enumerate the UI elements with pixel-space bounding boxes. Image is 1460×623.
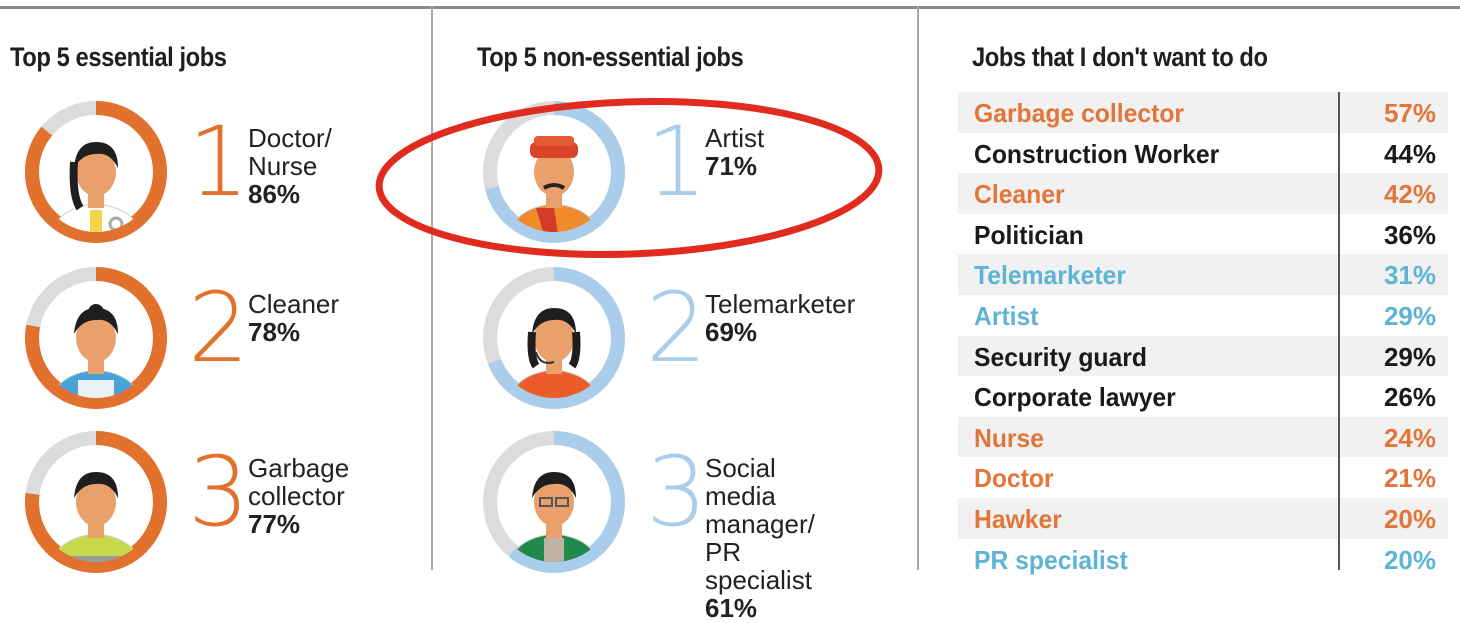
job-percent: 77% xyxy=(248,509,301,539)
table-row: Garbage collector 57% xyxy=(958,92,1448,133)
tele-person-icon xyxy=(505,308,603,398)
row-shade xyxy=(958,416,1448,458)
job-name: Artist xyxy=(974,300,1039,331)
job-name: Cleaner xyxy=(974,179,1065,210)
job-percent: 86% xyxy=(248,179,301,209)
job-percent: 44% xyxy=(1383,138,1436,169)
job-name: Artist xyxy=(705,123,765,153)
job-percent: 71% xyxy=(705,151,758,181)
job-name: Nurse xyxy=(974,422,1045,453)
table-row: Doctor 21% xyxy=(958,457,1448,498)
essential-jobs-title: Top 5 essential jobs xyxy=(10,42,227,72)
job-percent: 24% xyxy=(1383,422,1436,453)
job-name: Garbage collector xyxy=(974,98,1185,128)
rank-number: 2 xyxy=(188,272,250,384)
job-name: Cleaner xyxy=(248,289,340,319)
garbage-person-icon xyxy=(47,472,145,562)
non-essential-jobs-title: Top 5 non-essential jobs xyxy=(477,42,744,72)
table-row: Hawker 20% xyxy=(958,497,1448,539)
rank-number: 1 xyxy=(188,106,250,218)
table-row: Corporate lawyer 26% xyxy=(958,376,1448,417)
job-percent: 61% xyxy=(705,593,758,623)
unwanted-jobs-table: Garbage collector 57% Construction Worker 4… xyxy=(958,92,1448,579)
job-percent: 57% xyxy=(1383,98,1436,128)
job-name: Hawker xyxy=(974,503,1062,534)
social-person-icon xyxy=(505,472,603,562)
job-name: Doctor/ Nurse xyxy=(248,123,332,181)
red-circle-annotation xyxy=(375,98,883,258)
job-name: Garbage collector xyxy=(248,453,350,511)
rank-number: 3 xyxy=(188,436,250,548)
job-percent: 42% xyxy=(1383,179,1436,210)
row-shade xyxy=(958,335,1448,377)
table-row: Cleaner 42% xyxy=(958,173,1448,214)
donut-ring-1 xyxy=(20,96,172,248)
job-percent: 36% xyxy=(1383,219,1436,250)
job-label: Telemarketer 69% xyxy=(705,290,855,346)
job-percent: 21% xyxy=(1383,463,1436,494)
column-divider-2 xyxy=(917,6,919,570)
job-name: Social media manager/ PR specialist xyxy=(705,453,815,595)
job-label: Doctor/ Nurse 86% xyxy=(248,124,332,208)
job-name: Corporate lawyer xyxy=(974,382,1176,413)
table-row: Politician 36% xyxy=(958,214,1448,255)
job-name: Security guard xyxy=(974,341,1147,372)
job-name: Construction Worker xyxy=(974,138,1220,169)
doctor-person-icon xyxy=(47,142,145,232)
job-percent: 29% xyxy=(1383,341,1436,372)
job-percent: 78% xyxy=(248,317,301,347)
job-name: Telemarketer xyxy=(705,289,856,319)
donut-ring-2 xyxy=(20,262,172,414)
table-row: Security guard 29% xyxy=(958,335,1448,377)
row-shade xyxy=(958,254,1448,295)
artist-person-icon xyxy=(505,136,603,232)
job-percent: 69% xyxy=(705,317,758,347)
rank-number: 3 xyxy=(646,436,708,548)
rank-number: 2 xyxy=(646,272,708,384)
table-row: Nurse 24% xyxy=(958,416,1448,458)
rank-number: 1 xyxy=(646,106,708,218)
row-shade xyxy=(958,497,1448,539)
job-percent: 31% xyxy=(1383,260,1436,291)
table-row: Telemarketer 31% xyxy=(958,254,1448,295)
table-row: Artist 29% xyxy=(958,295,1448,336)
donut-ring-2 xyxy=(478,262,630,414)
cleaner-person-icon xyxy=(47,304,145,398)
donut-ring-3 xyxy=(478,426,630,578)
donut-ring-3 xyxy=(20,426,172,578)
unwanted-jobs-title: Jobs that I don't want to do xyxy=(972,42,1268,72)
job-label: Garbage collector 77% xyxy=(248,454,349,538)
row-shade xyxy=(958,173,1448,214)
row-shade xyxy=(958,92,1448,133)
job-name: Doctor xyxy=(974,463,1054,494)
job-label: Cleaner 78% xyxy=(248,290,339,346)
job-name: Politician xyxy=(974,219,1084,250)
donut-ring-1 xyxy=(478,96,630,248)
job-label: Artist 71% xyxy=(705,124,764,180)
job-percent: 29% xyxy=(1383,300,1436,331)
table-row: PR specialist 20% xyxy=(958,539,1448,580)
job-label: Social media manager/ PR specialist 61% xyxy=(705,454,815,622)
job-percent: 26% xyxy=(1383,382,1436,413)
job-name: PR specialist xyxy=(974,544,1128,575)
table-divider xyxy=(1338,92,1340,570)
job-percent: 20% xyxy=(1383,503,1436,534)
job-name: Telemarketer xyxy=(974,260,1126,291)
table-row: Construction Worker 44% xyxy=(958,133,1448,174)
top-rule xyxy=(0,6,1460,9)
column-divider-1 xyxy=(431,6,433,570)
job-percent: 20% xyxy=(1383,544,1436,575)
